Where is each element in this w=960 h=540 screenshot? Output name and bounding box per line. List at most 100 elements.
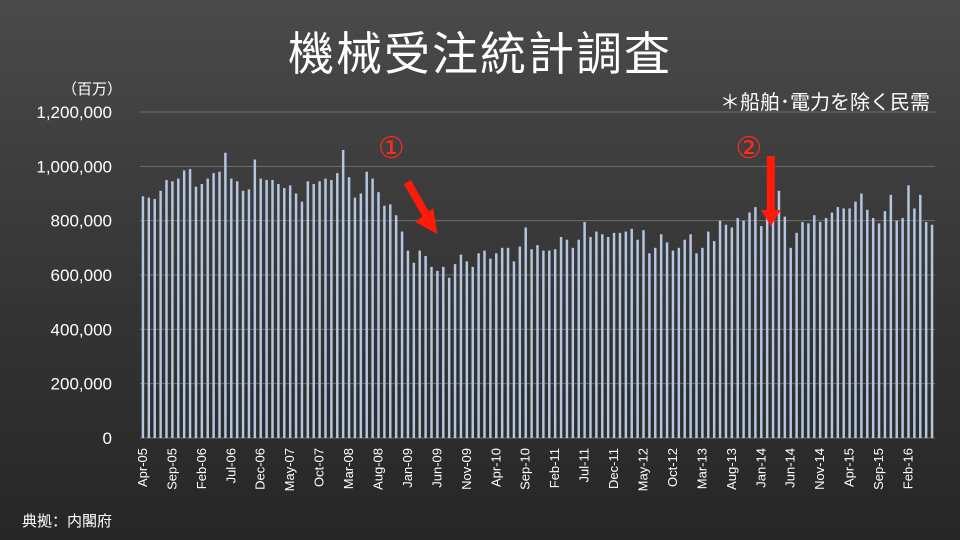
bars <box>141 150 934 439</box>
bar <box>830 212 834 438</box>
bar <box>271 179 274 438</box>
bar <box>701 247 704 438</box>
bar <box>618 232 622 438</box>
bar <box>589 236 592 438</box>
bar <box>630 228 633 438</box>
bar <box>365 171 368 438</box>
bar <box>730 227 734 438</box>
bar <box>512 261 516 438</box>
bar <box>394 215 398 438</box>
y-tick-label: 0 <box>103 429 112 448</box>
bar <box>442 266 445 438</box>
x-tick-label: Feb-16 <box>901 448 916 489</box>
bar <box>606 236 610 438</box>
bar <box>789 247 792 438</box>
bar <box>777 190 781 438</box>
bar <box>224 152 227 438</box>
bar <box>341 150 345 439</box>
bar <box>624 231 628 438</box>
x-tick-label: Oct-07 <box>312 448 327 487</box>
bar <box>683 239 686 438</box>
bar <box>860 193 863 438</box>
bar <box>182 170 186 439</box>
bar <box>483 250 486 438</box>
bar <box>230 178 233 438</box>
bar <box>742 220 745 438</box>
bar <box>636 239 639 438</box>
y-tick-label: 1,000,000 <box>36 157 112 176</box>
bar <box>165 179 168 438</box>
bar <box>336 173 339 438</box>
y-tick-label: 600,000 <box>51 266 112 285</box>
x-tick-label: Nov-09 <box>459 448 474 490</box>
bar <box>848 208 851 438</box>
x-tick-label: Jun-09 <box>429 448 444 488</box>
x-tick-label: Feb-06 <box>194 448 209 489</box>
bar <box>801 222 804 438</box>
x-tick-label: Oct-12 <box>665 448 680 487</box>
bar <box>671 250 675 438</box>
x-axis-ticks: Apr-05 Sep-05 Feb-06 Jul-06 Dec-06 May-07 Oct-… <box>135 448 916 491</box>
x-tick-label: May-12 <box>636 448 651 491</box>
bar <box>919 194 922 438</box>
x-tick-label: Jul-06 <box>223 448 238 483</box>
bar <box>277 183 280 438</box>
bar <box>883 211 887 438</box>
bar <box>206 178 209 438</box>
bar <box>595 231 598 438</box>
bar <box>471 266 474 438</box>
arrow-head <box>760 210 781 226</box>
bar <box>824 217 828 438</box>
bar <box>436 270 439 438</box>
bar <box>677 247 681 438</box>
bar <box>842 208 845 438</box>
y-tick-label: 1,200,000 <box>36 103 112 122</box>
bar <box>430 266 433 438</box>
x-tick-label: Jan-09 <box>400 448 415 488</box>
bar <box>913 208 916 438</box>
bar <box>459 254 463 438</box>
y-tick-label: 200,000 <box>51 375 112 394</box>
bar <box>489 258 492 438</box>
bar <box>718 220 722 438</box>
y-axis-unit-label: （百万） <box>62 80 123 98</box>
bar <box>235 181 239 438</box>
bar <box>583 222 586 438</box>
x-tick-label: Sep-15 <box>871 448 886 490</box>
x-tick-label: Apr-10 <box>488 448 503 487</box>
bar <box>866 209 869 438</box>
bar <box>495 253 498 438</box>
bar <box>601 234 604 438</box>
bar <box>553 249 557 438</box>
bar <box>659 234 663 438</box>
bar <box>412 262 416 438</box>
annotation-marker-2: ② <box>735 131 762 166</box>
bar <box>924 222 928 438</box>
bar <box>247 189 251 438</box>
bar <box>695 253 698 438</box>
y-tick-label: 800,000 <box>51 212 112 231</box>
bar <box>506 247 510 438</box>
bar <box>654 247 657 438</box>
x-tick-label: Dec-06 <box>253 448 268 490</box>
bar <box>724 224 728 438</box>
bar <box>424 255 427 438</box>
bar <box>389 204 392 438</box>
bar <box>795 232 798 438</box>
bar <box>241 190 245 438</box>
x-tick-label: Dec-11 <box>606 448 621 489</box>
bar <box>760 226 763 438</box>
bar <box>418 250 421 438</box>
bar <box>359 193 363 438</box>
bar <box>141 196 145 438</box>
bar <box>712 241 716 438</box>
bar <box>754 207 757 438</box>
bar <box>807 223 810 438</box>
bar <box>895 220 898 438</box>
bar <box>565 239 569 438</box>
bar <box>536 245 539 438</box>
bar <box>453 264 457 438</box>
bar <box>318 181 321 438</box>
bar <box>877 223 881 438</box>
bar <box>312 183 315 438</box>
